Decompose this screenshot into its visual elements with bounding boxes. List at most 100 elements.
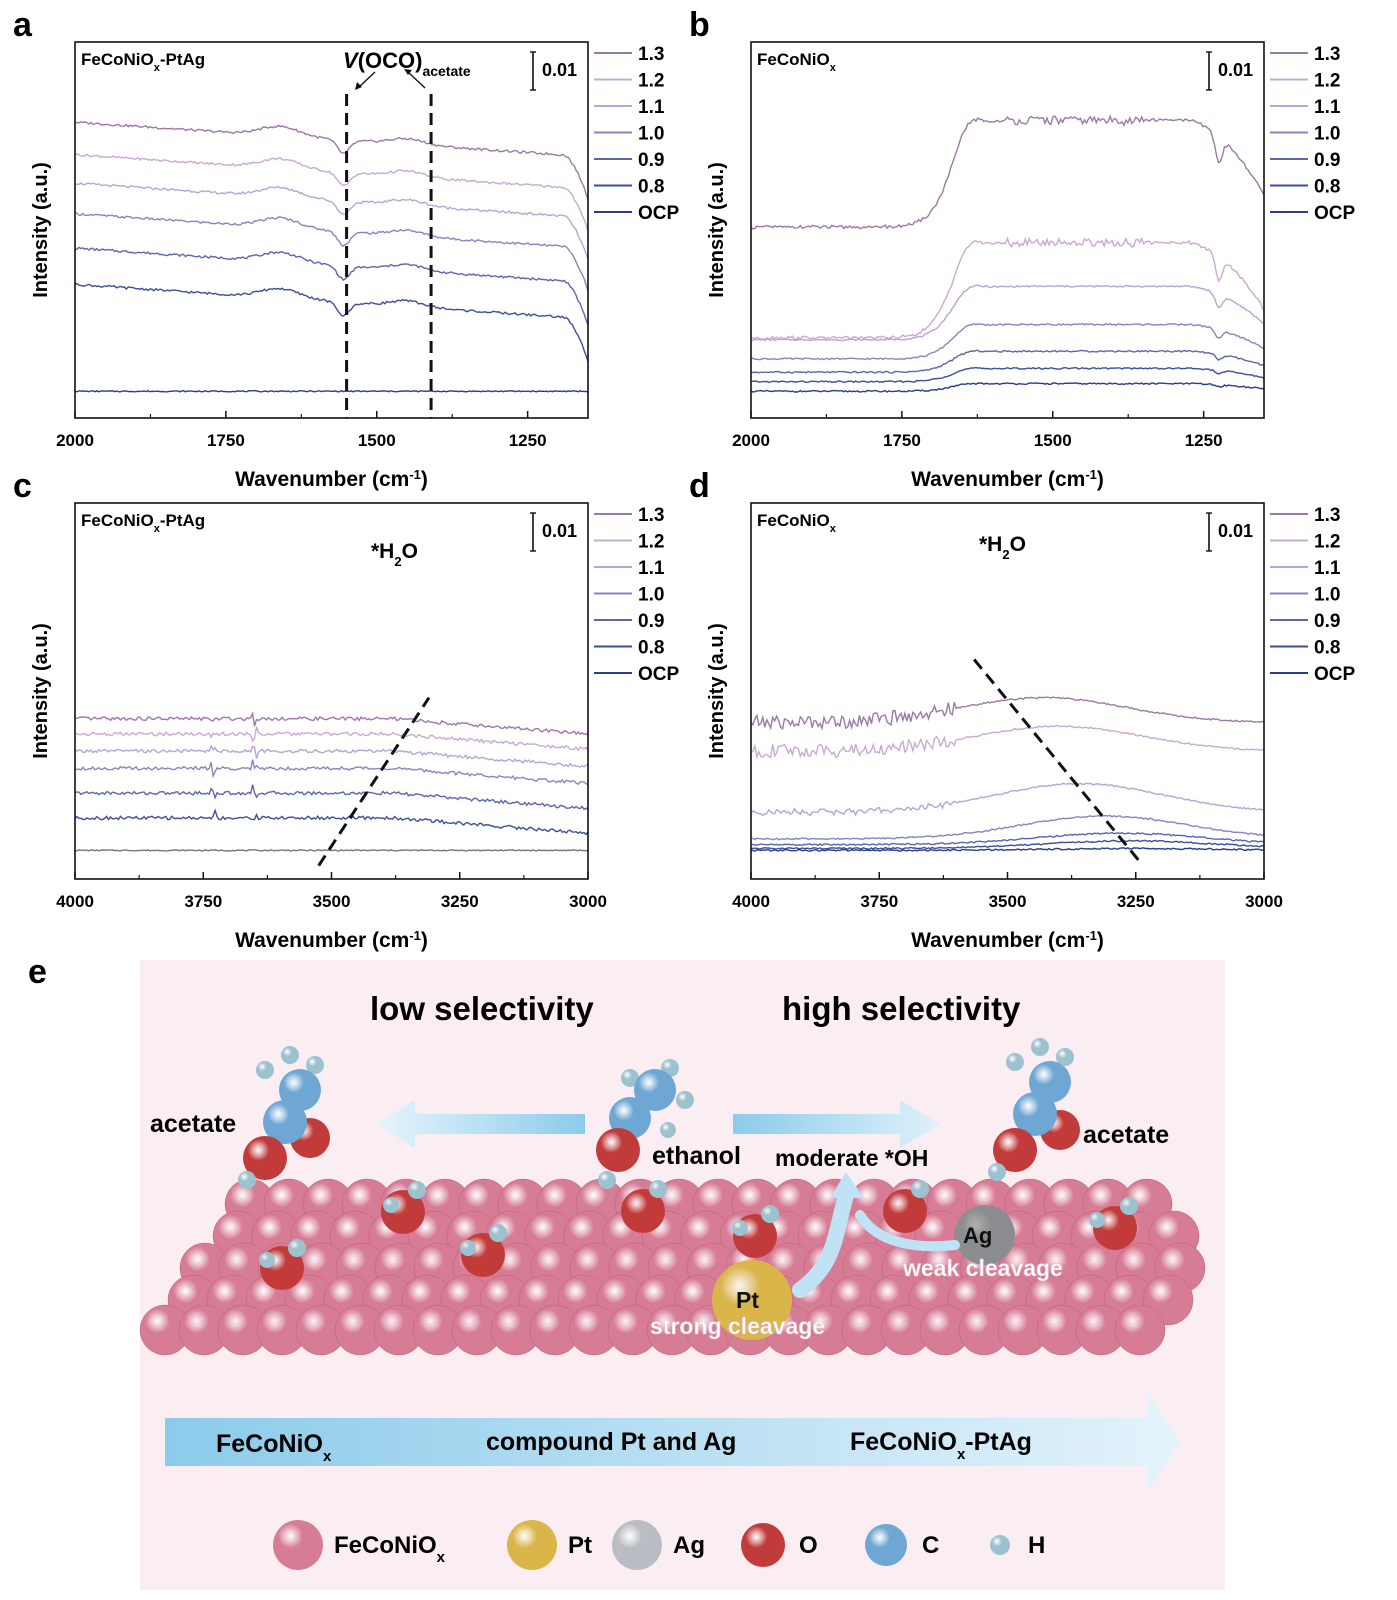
legend-label: 1.2: [1314, 71, 1340, 92]
panel-letter: d: [689, 467, 710, 505]
c-sphere-icon: [263, 1100, 307, 1144]
legend-label: 1.1: [638, 97, 665, 118]
panel-letter: e: [28, 953, 47, 991]
panel-a: a 2000 1750 1500 1250 Wavenumber (cm-1) Intens…: [13, 6, 680, 491]
annotation-tail: O: [1010, 533, 1026, 556]
legend-label: 1.1: [638, 558, 665, 579]
series-line-1.1: [751, 782, 1264, 817]
o-sphere-icon: [883, 1189, 927, 1233]
trend-dashed-line: [317, 696, 431, 867]
legend-label: 1.0: [1314, 585, 1340, 606]
annotation-sub: 2: [1002, 547, 1009, 562]
legend-label-main: FeCoNiO: [334, 1532, 437, 1559]
legend-label: 0.8: [1314, 638, 1340, 659]
x-axis-label-main: Wavenumber (cm: [235, 468, 409, 491]
scale-bar-label: 0.01: [542, 60, 577, 80]
ethanol-label: ethanol: [652, 1142, 741, 1170]
legend-label: 1.0: [638, 124, 664, 145]
schematic-panel-e: e low selectivity high selectivity Pt Ag weak…: [28, 953, 1225, 1590]
plot-area: [75, 710, 588, 852]
h-sphere-icon: [489, 1224, 507, 1242]
series-line-1.2: [75, 153, 588, 232]
panel-letter: b: [689, 6, 710, 44]
acetate-right-label: acetate: [1083, 1121, 1169, 1149]
annotation-sub: 2: [394, 554, 401, 569]
x-tick-label: 1250: [1185, 431, 1223, 450]
pt-label: Pt: [736, 1287, 759, 1313]
legend-label: 0.9: [638, 150, 664, 171]
c-sphere-icon: [865, 1524, 907, 1566]
h-sphere-icon: [660, 1122, 676, 1138]
c-sphere-icon: [634, 1069, 676, 1111]
ag-sphere-icon: [955, 1205, 1015, 1265]
h-sphere-icon: [1120, 1197, 1138, 1215]
ag-shade: [955, 1205, 1015, 1265]
h-sphere-icon: [1031, 1038, 1049, 1056]
x-tick-label: 3000: [1245, 892, 1283, 911]
sample-label-sub: x: [830, 523, 837, 535]
h-sphere-icon: [259, 1252, 275, 1268]
x-tick-label: 1750: [883, 431, 921, 450]
x-axis-label-sup: -1: [409, 467, 421, 482]
curved-arrow: [792, 1187, 854, 1298]
legend-label-ag: Ag: [673, 1532, 705, 1559]
legend-label: OCP: [638, 664, 680, 685]
annotation-arrow: [407, 71, 426, 89]
legend-label: 1.2: [638, 71, 664, 92]
sample-label-tail: -PtAg: [160, 50, 205, 69]
h-sphere-icon: [238, 1171, 256, 1189]
x-axis-label-tail: ): [421, 468, 428, 491]
x-tick-label: 3250: [1117, 892, 1155, 911]
axes-frame: [74, 502, 589, 880]
low-selectivity-title: low selectivity: [370, 990, 594, 1027]
series-line-0.8: [751, 366, 1264, 384]
x-axis-label: Wavenumber (cm-1): [235, 467, 428, 492]
h-sphere-icon: [598, 1171, 616, 1189]
h-sphere-icon: [649, 1180, 667, 1198]
legend-label: OCP: [1314, 203, 1356, 224]
pt-sphere-icon: [712, 1260, 792, 1340]
panel-letter: c: [13, 467, 32, 505]
series-line-1.3: [75, 710, 588, 736]
legend-label: 0.9: [1314, 611, 1340, 632]
series-line-0.9: [751, 349, 1264, 374]
plot-area: [751, 696, 1264, 852]
h-sphere-icon: [621, 1069, 639, 1087]
x-axis-label-main: Wavenumber (cm: [235, 929, 409, 952]
panel-b: b 2000 1750 1500 1250 Wavenumber (cm-1) Intens…: [689, 6, 1356, 491]
x-tick-label: 3750: [184, 892, 222, 911]
series-line-1.0: [751, 322, 1264, 361]
axes-frame: [750, 41, 1265, 419]
band-left-main: FeCoNiO: [216, 1430, 323, 1458]
arrow-head: [355, 82, 362, 90]
sample-label-sub: x: [154, 523, 161, 535]
annotation-main: *H: [979, 533, 1002, 556]
x-axis-label: Wavenumber (cm-1): [911, 928, 1104, 953]
x-tick-label: 4000: [56, 892, 94, 911]
series-line-1.3: [75, 120, 588, 200]
y-axis-label: Intensity (a.u.): [30, 623, 52, 759]
annotation-main: *H: [371, 540, 394, 563]
series-line-1.0: [75, 759, 588, 786]
series-line-0.8: [75, 282, 588, 362]
sample-label-tail: -PtAg: [160, 511, 205, 530]
h-sphere-icon: [306, 1056, 324, 1074]
series-line-1.1: [75, 182, 588, 260]
legend-label-feconio: FeCoNiOx: [334, 1532, 446, 1566]
legend-label: 1.3: [638, 44, 664, 65]
x-tick-label: 4000: [732, 892, 770, 911]
x-axis-label-sup: -1: [1085, 467, 1097, 482]
series-line-0.9: [75, 784, 588, 811]
band-left-sub: x: [323, 1448, 332, 1465]
lattice-sphere-icon: [1114, 1304, 1166, 1356]
h-sphere-icon: [676, 1091, 694, 1109]
legend-label-main: Pt: [568, 1532, 592, 1559]
series-line-1.2: [751, 724, 1264, 760]
strong-cleavage-label: strong cleavage: [650, 1313, 825, 1339]
legend-label: 1.1: [1314, 558, 1341, 579]
x-tick-label: 3750: [860, 892, 898, 911]
legend-label: 0.9: [638, 611, 664, 632]
band-right-tail: -PtAg: [965, 1428, 1032, 1456]
x-tick-label: 3000: [569, 892, 607, 911]
